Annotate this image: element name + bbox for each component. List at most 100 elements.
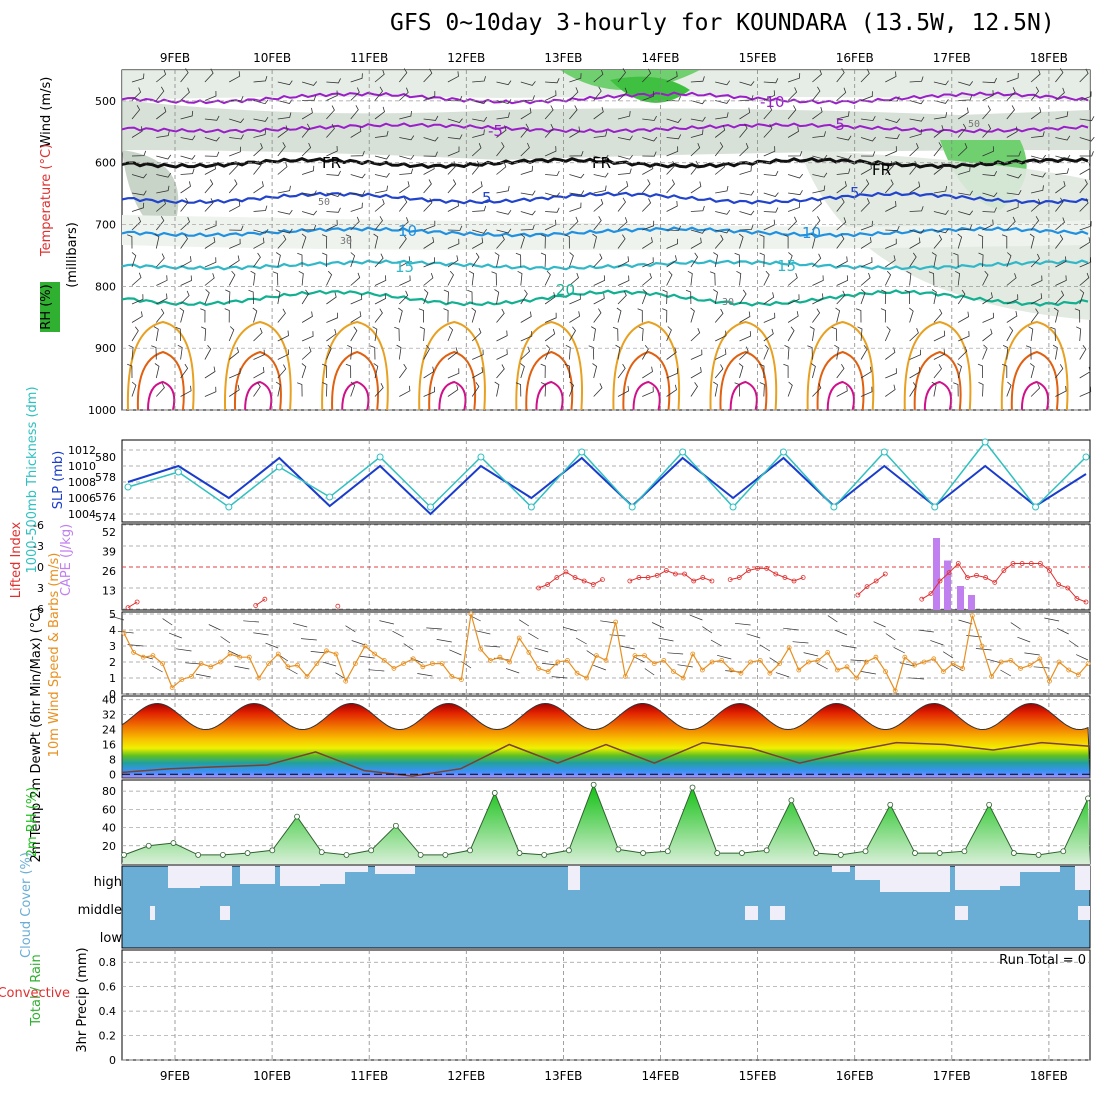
wind-barb xyxy=(301,107,313,120)
wind-barb xyxy=(909,307,914,323)
wind10-barb xyxy=(475,630,491,635)
wind-barb xyxy=(734,382,740,397)
wind-barb xyxy=(277,330,289,342)
wind-barb xyxy=(1055,290,1065,305)
wind10-point xyxy=(719,658,725,663)
wind-barb xyxy=(277,234,287,249)
wind-barb xyxy=(763,270,770,286)
date-label-top: 15FEB xyxy=(739,51,777,65)
wind-barb xyxy=(569,73,582,83)
wind-barb xyxy=(933,330,946,342)
wind10-barb xyxy=(534,647,549,653)
wind10-point xyxy=(1027,662,1033,668)
wind-barb xyxy=(180,256,192,268)
wind-barb xyxy=(471,307,477,323)
wind10-point xyxy=(950,661,956,666)
wind10-barb xyxy=(593,664,607,671)
wind10-barb xyxy=(1010,622,1021,630)
wind-barb xyxy=(520,81,536,86)
wind-barb xyxy=(593,172,609,178)
wind-barb xyxy=(1006,173,1022,179)
wind-barb xyxy=(812,216,821,231)
wind-barb xyxy=(739,289,747,305)
wind10-barb xyxy=(234,665,250,670)
date-label-top: 11FEB xyxy=(350,51,388,65)
rh-point xyxy=(813,850,820,856)
wind-barb xyxy=(1031,131,1045,138)
wind10-barb xyxy=(841,645,857,649)
lifted-point xyxy=(590,582,596,587)
wind10-point xyxy=(941,669,946,674)
wind10-point xyxy=(1085,661,1091,666)
wind-barb xyxy=(739,210,755,216)
wind-barb xyxy=(885,255,896,268)
contour-30 xyxy=(913,350,962,411)
contour-label: 5 xyxy=(482,189,492,207)
wind-barb xyxy=(931,381,937,397)
wind10-point xyxy=(237,654,243,660)
wind-barb xyxy=(131,294,144,305)
wind-barb xyxy=(1079,257,1092,268)
wind-barb xyxy=(374,86,383,101)
wind-barb xyxy=(423,136,439,142)
wind-barb xyxy=(1055,234,1064,249)
wind-barb xyxy=(977,234,984,249)
wind10-barb xyxy=(358,655,375,659)
wind-barb xyxy=(787,272,798,286)
wind-barb xyxy=(958,331,970,342)
wind10-point xyxy=(690,651,696,657)
wind-barb xyxy=(154,363,160,379)
thickness-tick: 578 xyxy=(95,471,116,484)
lifted-point xyxy=(1056,582,1062,587)
wind-barb xyxy=(690,237,702,249)
wind-barb xyxy=(666,270,673,286)
wind-barb xyxy=(180,155,196,160)
cape-tick: 52 xyxy=(102,526,116,539)
wind-barb xyxy=(763,328,774,342)
wind-barb xyxy=(374,293,387,305)
wind-barb xyxy=(447,118,463,123)
wind-barb xyxy=(350,202,363,212)
wind-barb xyxy=(928,271,935,286)
wind10-point xyxy=(150,653,156,658)
wind-barb xyxy=(593,216,602,231)
wind-barb xyxy=(958,166,971,175)
wind-barb xyxy=(301,311,313,323)
wind-barb xyxy=(933,308,943,323)
wind-barb xyxy=(447,326,454,342)
wind-barb xyxy=(904,289,910,305)
wind-barb xyxy=(1079,386,1092,397)
wind-barb xyxy=(642,257,654,268)
wind-barb xyxy=(931,252,937,268)
wind-barb xyxy=(301,363,307,379)
wind-barb xyxy=(374,69,385,83)
wind-barb xyxy=(1031,172,1046,178)
wind10-point xyxy=(1018,666,1023,671)
contour-label: -5 xyxy=(830,116,845,134)
wind-axis-label: Wind (m/s) xyxy=(39,77,54,148)
wind-barb xyxy=(642,151,657,157)
wind-barb xyxy=(617,217,628,231)
wind10-barb xyxy=(551,676,568,679)
wind-barb xyxy=(301,123,311,138)
wind-barb xyxy=(617,197,626,212)
wind10-point xyxy=(1047,678,1052,684)
wind-barb xyxy=(690,382,698,397)
wind-barb xyxy=(472,116,488,122)
wind-barb xyxy=(229,368,241,379)
wind-barb xyxy=(180,290,190,305)
wind-barb xyxy=(540,234,546,249)
wind-barb xyxy=(1030,107,1042,120)
wind-barb xyxy=(1055,385,1067,397)
wind-barb xyxy=(909,229,925,234)
wind10-barb xyxy=(651,622,664,629)
wind-barb xyxy=(326,207,341,213)
wind-barb xyxy=(569,252,574,268)
contour-label: 15 xyxy=(395,258,414,276)
wind10-point xyxy=(603,658,609,663)
wind-barb xyxy=(690,349,703,360)
wind-barb xyxy=(811,363,816,379)
wind-barb xyxy=(593,198,604,212)
precip-tick: 0.4 xyxy=(99,1005,117,1018)
wind10-point xyxy=(728,667,734,673)
